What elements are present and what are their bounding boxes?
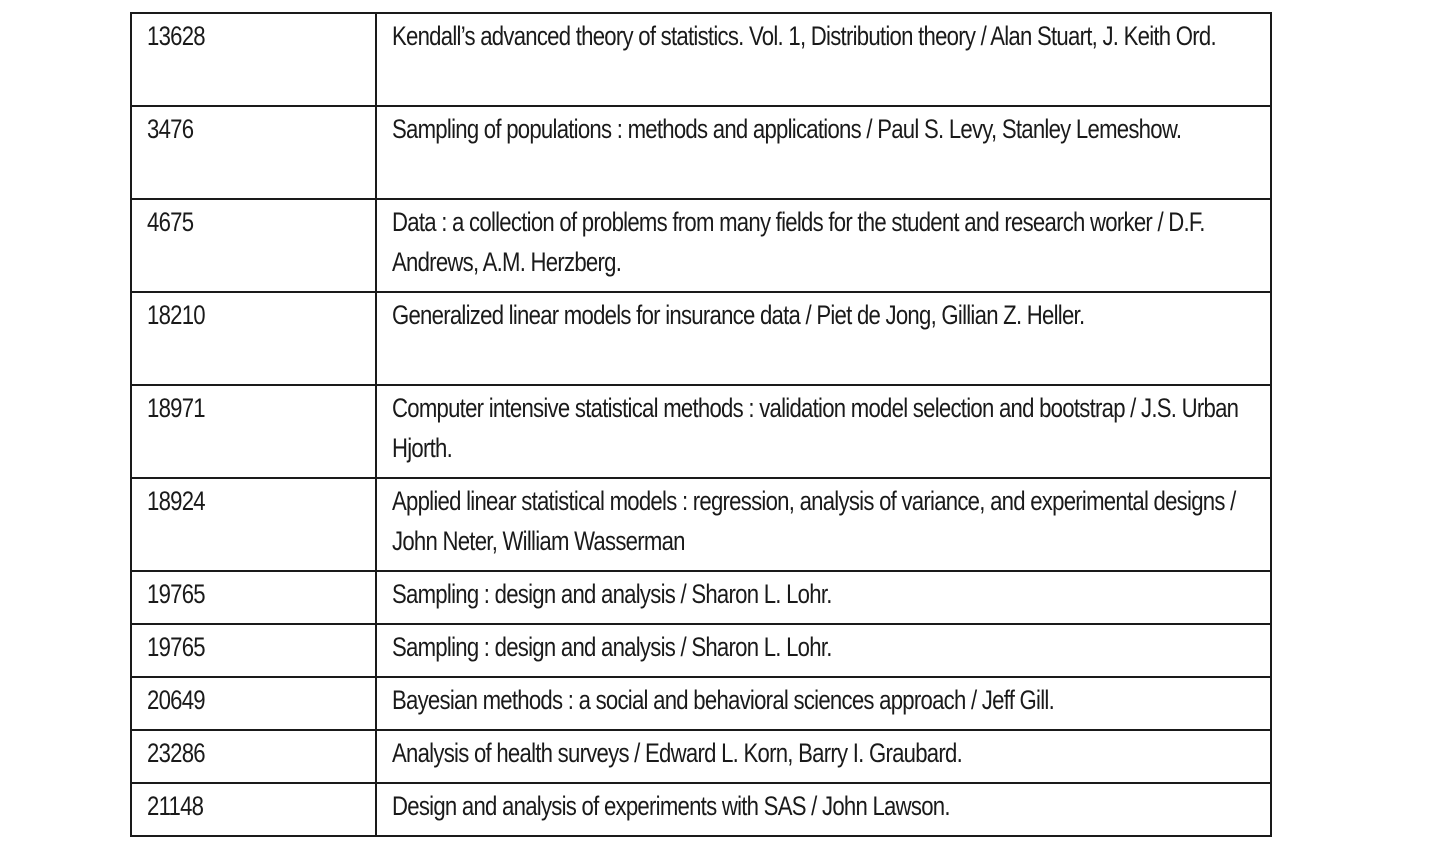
table-row: 20649 Bayesian methods : a social and be… [130,676,1272,731]
record-id: 18924 [147,486,206,516]
record-id-cell: 19765 [130,623,377,678]
book-title: Computer intensive statistical methods :… [392,393,1239,463]
record-id-cell: 13628 [130,12,377,107]
record-id: 3476 [147,114,194,144]
record-id: 21148 [147,791,204,821]
table-row: 13628 Kendall’s advanced theory of stati… [130,12,1272,107]
book-table-container: 13628 Kendall’s advanced theory of stati… [130,12,1272,837]
book-table: 13628 Kendall’s advanced theory of stati… [130,12,1272,837]
record-id-cell: 20649 [130,676,377,731]
title-cell: Data : a collection of problems from man… [375,198,1272,293]
book-title: Kendall’s advanced theory of statistics.… [392,21,1217,51]
table-row: 19765 Sampling : design and analysis / S… [130,623,1272,678]
book-title: Bayesian methods : a social and behavior… [392,685,1055,715]
record-id: 18971 [147,393,206,423]
book-title: Data : a collection of problems from man… [392,207,1205,277]
table-row: 21148 Design and analysis of experiments… [130,782,1272,837]
title-cell: Analysis of health surveys / Edward L. K… [375,729,1272,784]
record-id: 23286 [147,738,206,768]
table-row: 19765 Sampling : design and analysis / S… [130,570,1272,625]
table-row: 4675 Data : a collection of problems fro… [130,198,1272,293]
record-id-cell: 3476 [130,105,377,200]
book-title: Applied linear statistical models : regr… [392,486,1236,556]
book-title: Sampling : design and analysis / Sharon … [392,579,832,609]
table-row: 23286 Analysis of health surveys / Edwar… [130,729,1272,784]
record-id-cell: 4675 [130,198,377,293]
title-cell: Generalized linear models for insurance … [375,291,1272,386]
title-cell: Computer intensive statistical methods :… [375,384,1272,479]
table-row: 18210 Generalized linear models for insu… [130,291,1272,386]
record-id-cell: 18971 [130,384,377,479]
record-id: 20649 [147,685,206,715]
record-id: 19765 [147,579,206,609]
record-id-cell: 18924 [130,477,377,572]
title-cell: Sampling of populations : methods and ap… [375,105,1272,200]
record-id: 4675 [147,207,194,237]
book-title: Generalized linear models for insurance … [392,300,1085,330]
record-id: 19765 [147,632,206,662]
book-title: Design and analysis of experiments with … [392,791,951,821]
record-id: 13628 [147,21,206,51]
title-cell: Design and analysis of experiments with … [375,782,1272,837]
book-title: Sampling of populations : methods and ap… [392,114,1182,144]
book-title: Sampling : design and analysis / Sharon … [392,632,832,662]
title-cell: Applied linear statistical models : regr… [375,477,1272,572]
title-cell: Sampling : design and analysis / Sharon … [375,570,1272,625]
record-id-cell: 21148 [130,782,377,837]
table-row: 3476 Sampling of populations : methods a… [130,105,1272,200]
table-row: 18971 Computer intensive statistical met… [130,384,1272,479]
record-id-cell: 18210 [130,291,377,386]
record-id: 18210 [147,300,206,330]
title-cell: Sampling : design and analysis / Sharon … [375,623,1272,678]
record-id-cell: 19765 [130,570,377,625]
record-id-cell: 23286 [130,729,377,784]
title-cell: Kendall’s advanced theory of statistics.… [375,12,1272,107]
book-table-body: 13628 Kendall’s advanced theory of stati… [130,12,1272,837]
table-row: 18924 Applied linear statistical models … [130,477,1272,572]
title-cell: Bayesian methods : a social and behavior… [375,676,1272,731]
book-title: Analysis of health surveys / Edward L. K… [392,738,963,768]
